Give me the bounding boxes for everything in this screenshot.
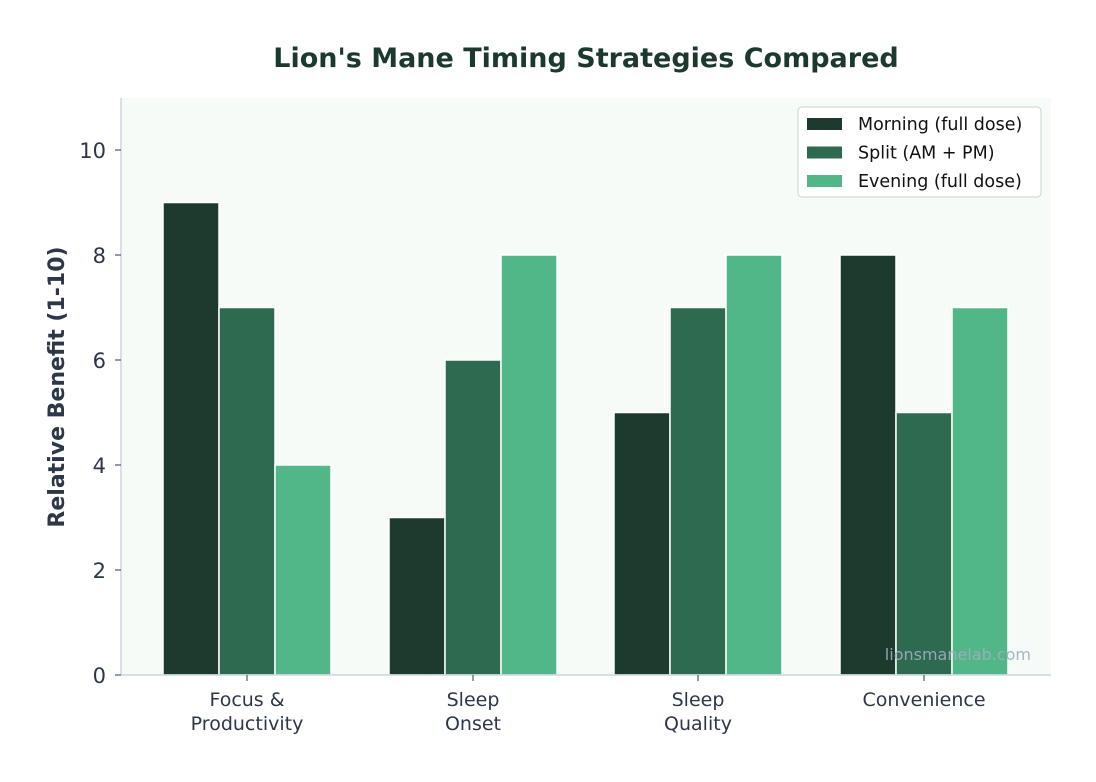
y-tick-label: 0 — [93, 664, 106, 688]
bar — [444, 359, 502, 676]
bar — [500, 254, 558, 676]
bar — [388, 516, 446, 676]
y-tick-label: 10 — [79, 139, 106, 163]
legend: Morning (full dose) Split (AM + PM) Evenin… — [797, 106, 1042, 198]
x-tick-label: Sleep Quality — [664, 689, 732, 735]
bar — [218, 306, 276, 676]
watermark: lionsmanelab.com — [885, 645, 1031, 664]
y-tick-label: 2 — [93, 559, 106, 583]
bar — [274, 464, 332, 676]
bar — [669, 306, 727, 676]
y-tick-label: 4 — [93, 454, 106, 478]
bar — [725, 254, 783, 676]
y-tick-label: 8 — [93, 244, 106, 268]
legend-label: Split (AM + PM) — [858, 144, 995, 164]
legend-swatch — [807, 118, 842, 130]
legend-swatch — [807, 146, 842, 159]
legend-box — [797, 106, 1042, 198]
bar — [613, 411, 671, 676]
bar — [895, 411, 953, 676]
bar — [162, 201, 220, 676]
legend-swatch — [807, 175, 842, 187]
y-tick-label: 6 — [93, 349, 106, 373]
legend-label: Morning (full dose) — [858, 115, 1022, 135]
bar — [839, 254, 897, 676]
legend-label: Evening (full dose) — [858, 172, 1022, 192]
bar — [951, 306, 1009, 676]
x-tick-label: Focus & Productivity — [191, 689, 304, 735]
x-tick-label: Sleep Onset — [445, 689, 501, 735]
y-axis-label: Relative Benefit (1-10) — [45, 246, 70, 527]
x-tick-label: Convenience — [862, 689, 985, 711]
chart-title: Lion's Mane Timing Strategies Compared — [273, 43, 898, 74]
